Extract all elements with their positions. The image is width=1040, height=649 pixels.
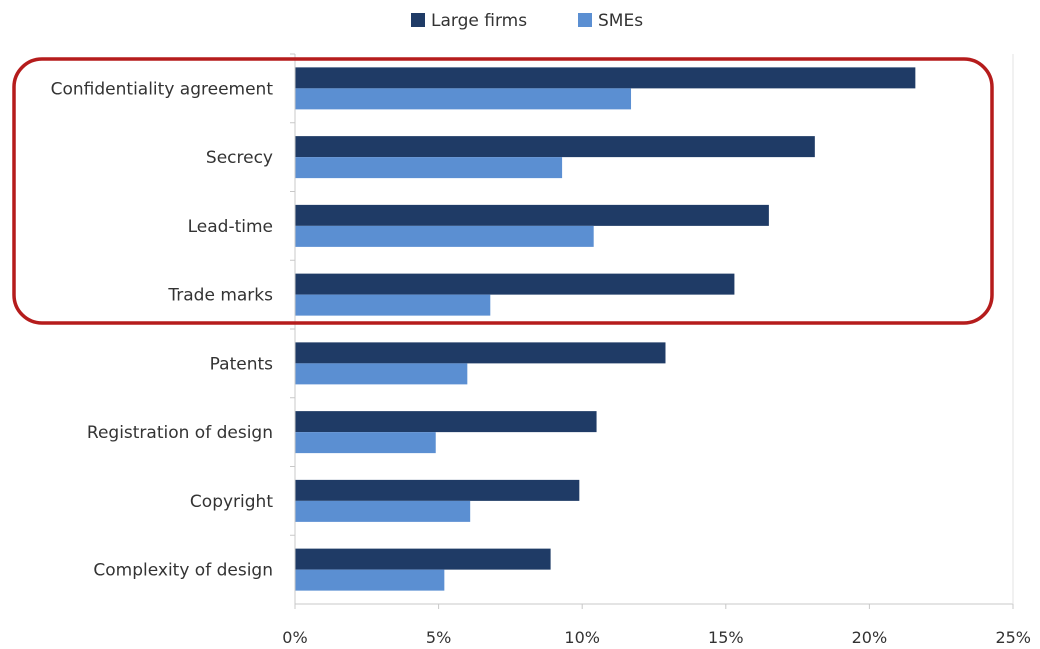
category-label: Confidentiality agreement	[51, 79, 274, 99]
x-tick-label: 25%	[995, 628, 1031, 647]
legend-swatch-large-firms	[411, 13, 425, 27]
bar-smes	[295, 157, 563, 179]
bar-large-firms	[295, 136, 815, 158]
x-tick-labels: 0% 5% 10% 15% 20% 25%	[282, 604, 1031, 647]
legend: Large firms SMEs	[411, 11, 643, 31]
bar-large-firms	[295, 273, 735, 295]
x-tick-label: 15%	[708, 628, 744, 647]
axes	[290, 53, 1014, 605]
bar-large-firms	[295, 342, 666, 364]
bar-smes	[295, 363, 468, 385]
category-label: Complexity of design	[93, 561, 273, 581]
bar-large-firms	[295, 204, 769, 226]
x-tick-label: 10%	[564, 628, 600, 647]
bars	[295, 67, 916, 591]
category-label: Registration of design	[87, 423, 273, 443]
legend-label-smes: SMEs	[598, 11, 643, 31]
category-labels: Confidentiality agreement Secrecy Lead-tim…	[51, 79, 274, 580]
x-tick-label: 0%	[282, 628, 307, 647]
highlight-group	[12, 57, 994, 325]
legend-swatch-smes	[578, 13, 592, 27]
bar-smes	[295, 432, 436, 454]
bar-large-firms	[295, 67, 916, 89]
category-label: Secrecy	[206, 148, 273, 168]
x-tick-label: 20%	[852, 628, 888, 647]
legend-label-large-firms: Large firms	[431, 11, 527, 31]
bar-large-firms	[295, 548, 551, 570]
highlight-box	[12, 57, 994, 325]
bar-smes	[295, 500, 471, 522]
category-label: Trade marks	[167, 286, 273, 306]
category-label: Patents	[210, 354, 273, 374]
bar-smes	[295, 225, 594, 247]
bar-large-firms	[295, 411, 597, 433]
bar-large-firms	[295, 479, 580, 501]
bar-smes	[295, 294, 491, 316]
category-label: Lead-time	[188, 217, 273, 237]
bar-smes	[295, 88, 632, 110]
bar-smes	[295, 569, 445, 591]
x-tick-label: 5%	[426, 628, 451, 647]
category-label: Copyright	[190, 492, 273, 512]
